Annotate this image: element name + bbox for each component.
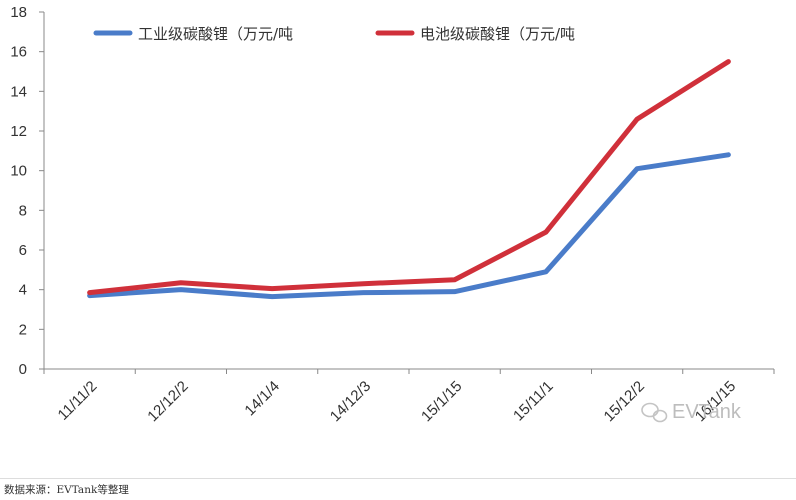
y-tick-label: 2 <box>19 321 27 338</box>
y-tick-label: 16 <box>10 44 27 61</box>
y-tick-label: 10 <box>10 163 27 180</box>
y-tick-label: 8 <box>19 202 27 219</box>
x-axis-tick-labels: 11/11/2 12/12/2 14/1/4 14/12/3 15/1/15 15/11/… <box>55 378 740 425</box>
x-tick-label: 15/11/1 <box>510 378 557 425</box>
legend: 工业级碳酸锂（万元/吨 电池级碳酸锂（万元/吨 <box>93 25 575 43</box>
x-tick-label: 15/12/2 <box>601 378 648 425</box>
series-lines <box>87 59 731 300</box>
wechat-icon <box>641 402 668 423</box>
series-line-2 <box>87 59 731 296</box>
y-tick-label: 12 <box>10 123 27 140</box>
watermark-text: EVTank <box>672 401 742 423</box>
axes <box>39 11 775 374</box>
y-tick-label: 0 <box>19 361 27 378</box>
series-line-1 <box>87 152 731 300</box>
x-tick-label: 15/1/15 <box>418 378 465 425</box>
y-tick-label: 18 <box>10 4 27 21</box>
y-tick-label: 4 <box>19 282 27 299</box>
line-chart: 0 2 4 6 8 10 12 14 16 18 11/11/2 12/12/2 14/1/4 14/1… <box>10 4 775 425</box>
x-tick-label: 11/11/2 <box>55 378 101 424</box>
y-tick-label: 6 <box>19 242 27 259</box>
y-tick-label: 14 <box>10 83 27 100</box>
divider <box>0 478 796 479</box>
x-tick-label: 14/12/3 <box>327 378 374 425</box>
legend-label-1: 工业级碳酸锂（万元/吨 <box>138 25 293 43</box>
watermark: EVTank <box>641 401 742 423</box>
x-tick-label: 14/1/4 <box>241 378 283 420</box>
x-tick-label: 12/12/2 <box>144 378 191 425</box>
y-axis-tick-labels: 0 2 4 6 8 10 12 14 16 18 <box>10 4 27 378</box>
legend-label-2: 电池级碳酸锂（万元/吨 <box>420 25 575 43</box>
source-note: 数据来源：EVTank等整理 <box>4 484 129 496</box>
